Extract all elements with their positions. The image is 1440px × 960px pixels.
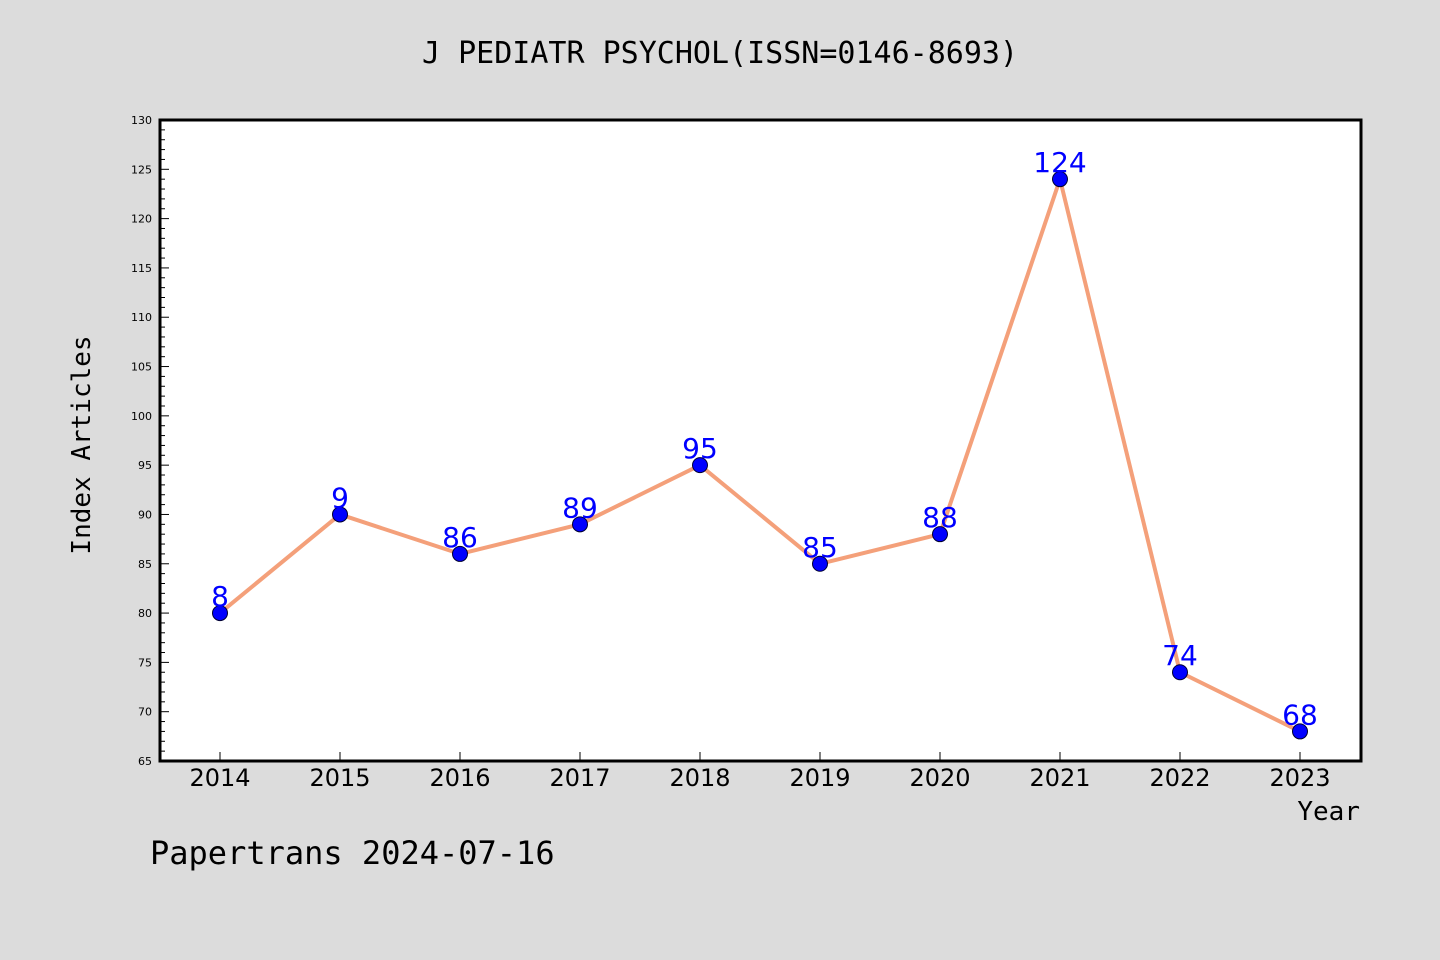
data-point: [212, 605, 228, 622]
x-tick-label: 2022: [1149, 764, 1210, 792]
data-label: 88: [922, 501, 958, 534]
y-tick-label: 90: [138, 508, 152, 521]
y-tick-label: 120: [131, 213, 152, 226]
data-point: [932, 526, 948, 543]
chart-title: J PEDIATR PSYCHOL(ISSN=0146-8693): [421, 36, 1019, 71]
x-tick-label: 2015: [309, 764, 370, 792]
y-tick-label: 85: [138, 558, 152, 571]
y-tick-label: 70: [138, 706, 152, 719]
y-axis-title: Index Articles: [67, 335, 97, 554]
plot-area: [160, 120, 1361, 761]
x-tick-label: 2020: [909, 764, 970, 792]
data-label: 74: [1162, 639, 1198, 672]
data-point: [1292, 723, 1308, 740]
data-point: [692, 457, 708, 474]
x-tick-label: 2014: [189, 764, 250, 792]
y-tick-label: 110: [131, 311, 152, 324]
series-line: [218, 177, 1301, 734]
x-tick-label: 2021: [1029, 764, 1090, 792]
x-tick-label: 2019: [789, 764, 850, 792]
y-tick-label: 115: [131, 262, 152, 275]
y-tick-label: 65: [138, 755, 152, 768]
data-point: [452, 545, 468, 562]
y-tick-label: 125: [131, 163, 152, 176]
y-tick-label: 95: [138, 459, 152, 472]
data-point: [332, 506, 348, 523]
x-tick-label: 2017: [549, 764, 610, 792]
y-tick-label: 105: [131, 361, 152, 374]
data-point: [812, 555, 828, 572]
data-label: 9: [331, 481, 349, 514]
data-label: 86: [442, 521, 478, 554]
x-tick-label: 2018: [669, 764, 730, 792]
x-tick-label: 2016: [429, 764, 490, 792]
plot-frame: [158, 118, 1363, 763]
data-point: [1052, 171, 1068, 188]
data-label: 95: [682, 432, 718, 465]
data-label: 8: [211, 580, 229, 613]
data-label: 89: [562, 491, 598, 524]
data-label: 124: [1033, 146, 1086, 179]
data-label: 85: [802, 531, 838, 564]
data-point: [572, 516, 588, 533]
y-tick-label: 75: [138, 656, 152, 669]
y-tick-label: 130: [131, 114, 152, 127]
y-tick-label: 80: [138, 607, 152, 620]
data-point: [1172, 664, 1188, 681]
y-tick-label: 100: [131, 410, 152, 423]
x-tick-label: 2023: [1269, 764, 1330, 792]
footer-label: Papertrans 2024-07-16: [150, 834, 555, 872]
data-label: 68: [1282, 698, 1318, 731]
x-axis-title: Year: [1297, 797, 1360, 827]
